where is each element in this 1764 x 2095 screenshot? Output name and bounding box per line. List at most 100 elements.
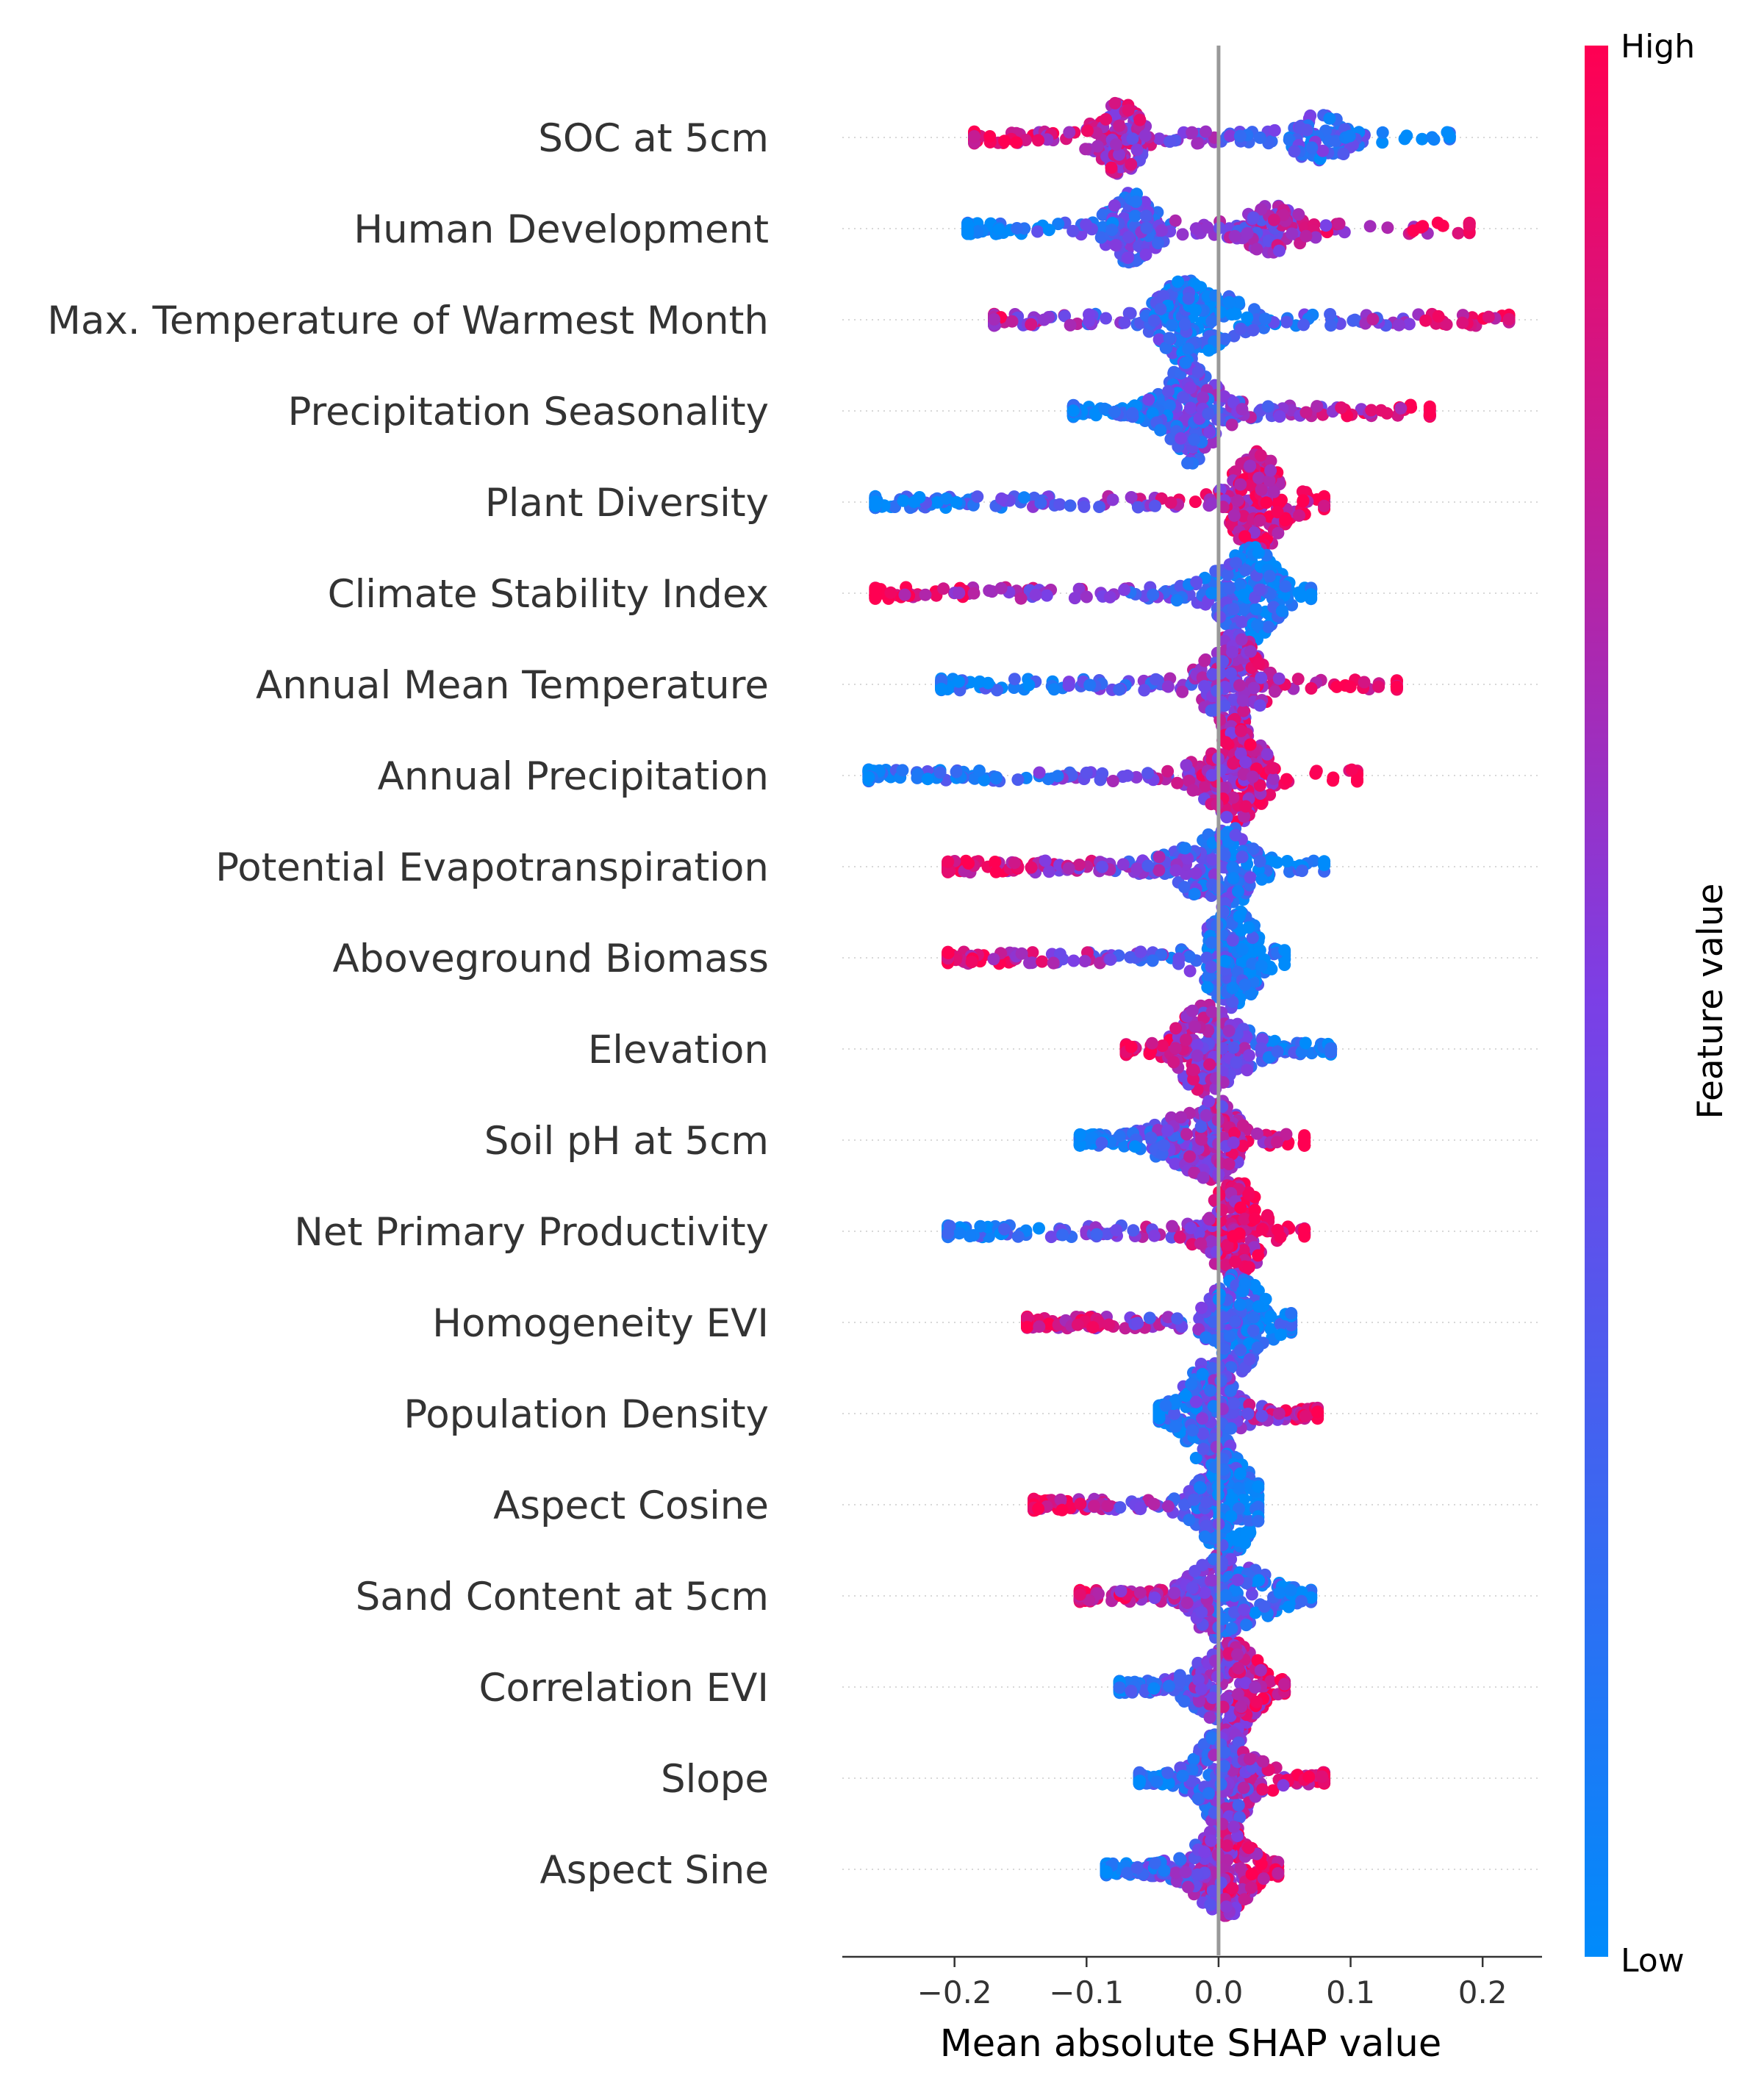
shap-point xyxy=(1140,221,1153,234)
shap-point xyxy=(1066,404,1080,418)
shap-point xyxy=(1042,223,1055,237)
shap-point xyxy=(1078,500,1091,513)
shap-point xyxy=(1205,936,1218,949)
shap-point xyxy=(1335,401,1348,414)
shap-point xyxy=(1318,499,1331,512)
feature-swarm xyxy=(1066,354,1436,470)
feature-swarm xyxy=(1119,998,1338,1099)
shap-point xyxy=(1443,129,1456,143)
shap-point xyxy=(1164,135,1177,148)
shap-point xyxy=(1227,1230,1240,1243)
shap-point xyxy=(1419,314,1433,327)
shap-point xyxy=(1122,231,1135,244)
shap-point xyxy=(1172,275,1185,288)
shap-point xyxy=(1226,861,1239,874)
shap-point xyxy=(1283,133,1296,146)
shap-point xyxy=(1247,323,1260,337)
shap-point xyxy=(1390,680,1403,693)
shap-point xyxy=(1223,1330,1236,1343)
shap-point xyxy=(1273,244,1286,257)
shap-point xyxy=(1100,312,1112,325)
shap-point xyxy=(987,953,1000,966)
shap-point xyxy=(1205,587,1219,600)
shap-point xyxy=(1344,681,1357,693)
shap-point xyxy=(1255,873,1269,886)
shap-point xyxy=(1288,145,1301,158)
shap-point xyxy=(1197,391,1210,404)
shap-point xyxy=(1253,583,1266,596)
feature-swarm xyxy=(869,541,1318,646)
shap-point xyxy=(1400,129,1413,143)
shap-point xyxy=(1319,219,1333,232)
shap-point xyxy=(1251,1341,1264,1354)
shap-point xyxy=(1219,736,1233,749)
shap-point xyxy=(1218,332,1231,345)
shap-point xyxy=(1080,766,1093,779)
feature-swarm xyxy=(1028,1447,1265,1564)
shap-point xyxy=(1267,773,1280,786)
shap-point xyxy=(1272,526,1285,540)
shap-point xyxy=(1189,304,1202,317)
shap-point xyxy=(1105,223,1119,237)
shap-point xyxy=(1210,1245,1223,1258)
shap-point xyxy=(1229,828,1242,842)
shap-point xyxy=(1122,307,1136,320)
shap-point xyxy=(1178,842,1191,855)
shap-point xyxy=(1131,1317,1144,1330)
shap-point xyxy=(1244,738,1257,751)
shap-point xyxy=(1220,811,1233,824)
shap-point xyxy=(952,675,965,688)
shap-point xyxy=(1255,959,1268,973)
shap-point xyxy=(1100,112,1113,126)
shap-point xyxy=(1351,774,1363,787)
shap-point xyxy=(1440,318,1453,331)
shap-point xyxy=(908,495,921,509)
shap-point xyxy=(1309,231,1322,244)
shap-point xyxy=(1233,678,1246,692)
shap-point xyxy=(1225,418,1238,431)
shap-point xyxy=(1305,682,1318,695)
feature-swarm xyxy=(968,96,1456,180)
shap-point xyxy=(998,135,1011,148)
shap-point xyxy=(1227,509,1241,522)
shap-point xyxy=(962,857,975,870)
shap-point xyxy=(1191,137,1204,150)
shap-point xyxy=(1291,673,1305,686)
shap-point xyxy=(1126,132,1139,146)
shap-point xyxy=(1167,1056,1180,1069)
shap-point xyxy=(1108,96,1122,110)
shap-point xyxy=(1095,1136,1108,1150)
shap-point xyxy=(1179,1389,1192,1403)
shap-point xyxy=(1038,313,1050,326)
shap-point xyxy=(1224,1384,1237,1397)
shap-point xyxy=(1155,224,1169,237)
shap-point xyxy=(1222,296,1236,309)
shap-point xyxy=(1343,129,1356,143)
shap-point xyxy=(1275,604,1288,617)
shap-point xyxy=(1270,1136,1283,1149)
shap-point xyxy=(1196,1368,1209,1380)
shap-point xyxy=(1234,1344,1247,1357)
shap-point xyxy=(1250,603,1263,616)
shap-point xyxy=(1278,944,1291,957)
shap-point xyxy=(1242,1188,1255,1201)
shap-point xyxy=(1345,763,1358,776)
shap-point xyxy=(1248,526,1261,539)
shap-point xyxy=(1244,459,1257,473)
shap-point xyxy=(1126,407,1139,420)
shap-point xyxy=(1080,590,1093,604)
shap-point xyxy=(1165,319,1178,332)
shap-point xyxy=(1138,684,1151,697)
shap-point xyxy=(1202,407,1215,420)
shap-point xyxy=(1392,318,1405,332)
shap-point xyxy=(1133,113,1147,126)
shap-point xyxy=(1298,1136,1311,1149)
shap-point xyxy=(1239,756,1252,769)
shap-point xyxy=(1201,981,1214,994)
shap-point xyxy=(1205,960,1218,973)
shap-point xyxy=(1022,678,1036,692)
shap-point xyxy=(1271,506,1284,519)
shap-point xyxy=(1200,1331,1213,1344)
shap-point xyxy=(1040,589,1053,602)
shap-point xyxy=(1064,318,1077,332)
